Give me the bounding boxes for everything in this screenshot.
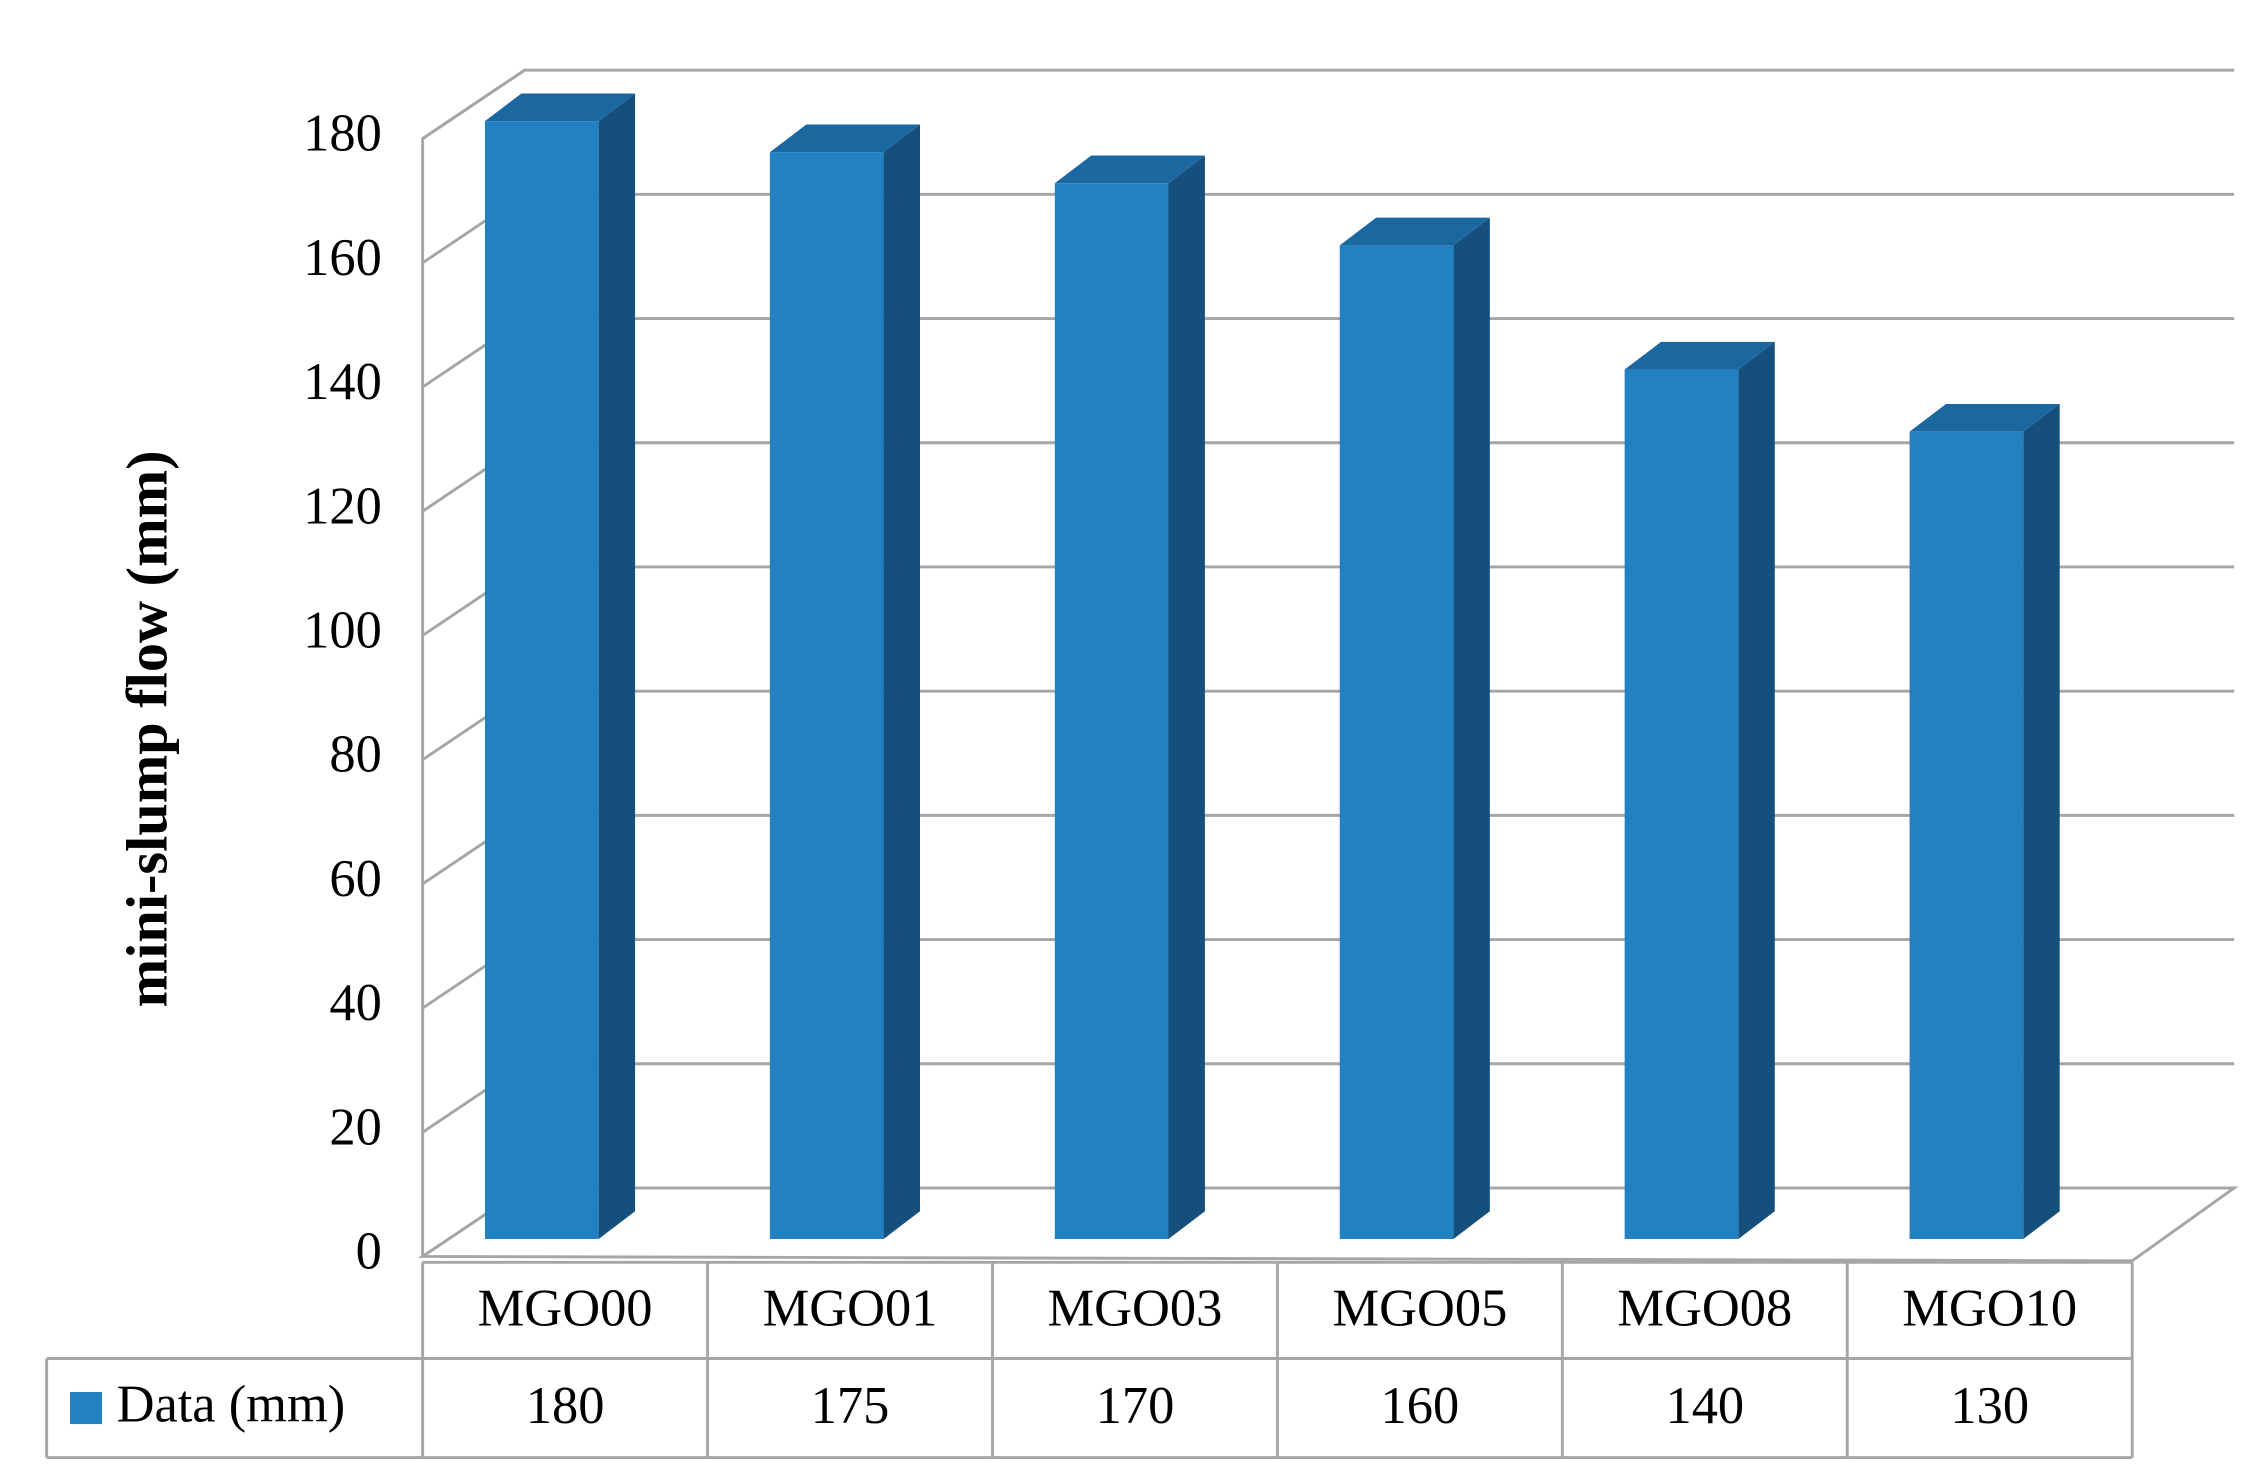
table-value: 130: [1950, 1377, 2029, 1435]
y-tick-label: 40: [329, 974, 381, 1032]
y-tick-label: 120: [303, 477, 382, 535]
y-axis-label: mini-slump flow (mm): [114, 450, 179, 1007]
table-value: 160: [1381, 1377, 1460, 1435]
bar-top: [1909, 403, 2060, 432]
bar-side: [1168, 155, 1205, 1239]
grid-line: [421, 317, 2235, 389]
bar-side: [883, 124, 920, 1239]
y-tick-label: 60: [329, 850, 381, 908]
x-tick-label: MGO10: [1902, 1279, 2077, 1337]
x-tick-label: MGO01: [763, 1279, 938, 1337]
bar-side: [2023, 403, 2060, 1239]
bar: [1624, 369, 1739, 1239]
bar-side: [598, 93, 636, 1239]
table-value: 140: [1665, 1377, 1744, 1435]
y-tick-label: 180: [303, 105, 382, 163]
y-tick-label: 100: [303, 601, 382, 659]
table-value: 175: [811, 1377, 890, 1435]
y-tick-label: 80: [329, 726, 381, 784]
table-value: 180: [526, 1377, 605, 1435]
y-tick-label: 160: [303, 229, 382, 287]
bar-top: [1054, 155, 1205, 184]
bar-side: [1453, 217, 1490, 1239]
grid-line: [421, 192, 2235, 265]
table-value: 170: [1096, 1377, 1175, 1435]
bar-top: [769, 124, 920, 153]
bar: [484, 121, 599, 1239]
bar: [1054, 183, 1169, 1239]
x-tick-label: MGO03: [1048, 1279, 1223, 1337]
grid-line: [421, 68, 2235, 140]
bar: [1909, 431, 2024, 1239]
bar-side: [1738, 341, 1775, 1239]
legend-swatch: [69, 1392, 103, 1425]
legend-label: Data (mm): [117, 1376, 346, 1434]
y-tick-label: 20: [329, 1098, 381, 1156]
x-tick-label: MGO05: [1332, 1279, 1507, 1337]
bar-top: [1624, 341, 1775, 370]
x-tick-label: MGO08: [1617, 1279, 1792, 1337]
bar-top: [1339, 217, 1490, 246]
bar: [769, 152, 884, 1239]
y-tick-label: 0: [356, 1223, 382, 1281]
x-tick-label: MGO00: [478, 1279, 653, 1337]
y-tick-label: 140: [303, 353, 382, 411]
bar: [1339, 245, 1454, 1239]
bar-top: [484, 93, 636, 122]
